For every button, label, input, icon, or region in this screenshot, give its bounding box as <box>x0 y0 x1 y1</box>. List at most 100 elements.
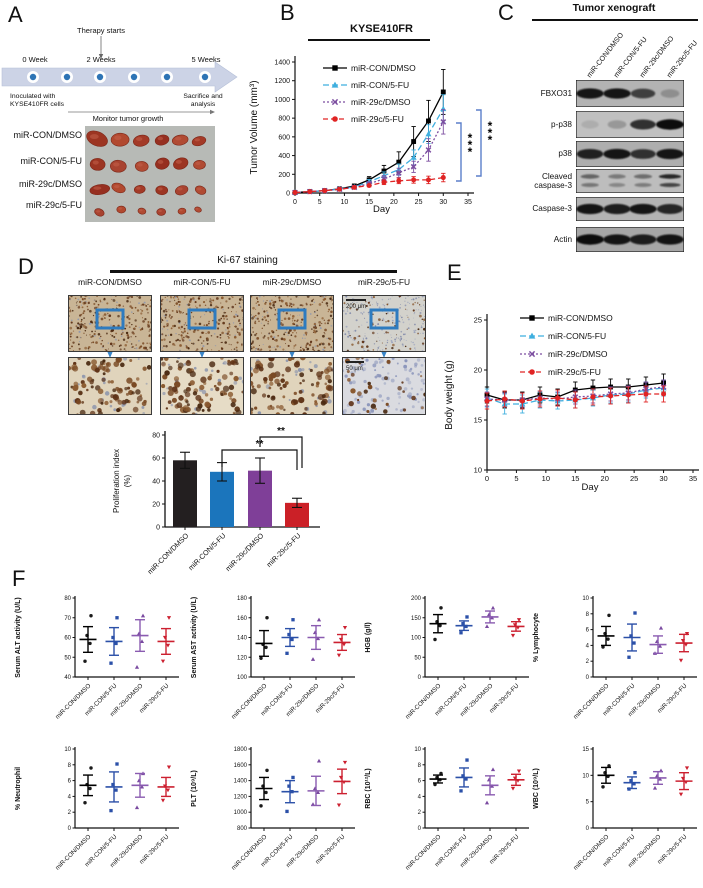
x-tick-label: 0 <box>485 474 489 483</box>
timeline-dot <box>130 73 138 81</box>
y-tick-label: 180 <box>237 596 248 602</box>
marker-circle <box>411 177 417 183</box>
scale-bar-label: 200 μm <box>346 304 366 310</box>
marker-triangle-down <box>341 642 347 647</box>
marker-triangle <box>657 776 663 781</box>
chart-title: KYSE410FR <box>350 23 413 35</box>
marker-x <box>440 119 447 125</box>
marker-circle <box>433 782 437 787</box>
y-tick-label: 40 <box>152 479 160 486</box>
y-tick-label: 60 <box>152 456 160 463</box>
ki67-image-zoom <box>250 357 334 415</box>
x-tick-label: 30 <box>659 474 667 483</box>
marker-square <box>464 777 468 781</box>
y-axis-label: RBC (10¹²/L) <box>365 768 372 808</box>
x-axis-label: Day <box>582 482 599 493</box>
marker-circle <box>88 641 92 646</box>
y-tick-label: 70 <box>64 616 71 622</box>
y-tick-label: 150 <box>411 616 422 622</box>
ki67-image-top <box>68 295 152 352</box>
ki67-image-zoom <box>68 357 152 415</box>
blot-strip-Actin <box>576 227 684 252</box>
x-tick-label: 25 <box>415 199 423 206</box>
marker-square <box>332 65 338 71</box>
y-tick-label: 1400 <box>234 779 248 785</box>
marker-square <box>109 661 113 665</box>
marker-square <box>629 634 633 638</box>
y-tick-label: 4 <box>586 643 590 649</box>
marker-square <box>381 168 387 174</box>
marker-triangle-down <box>516 618 522 622</box>
marker-triangle <box>310 657 316 661</box>
y-tick-label: 50 <box>414 655 421 661</box>
marker-square <box>632 641 636 645</box>
timeline-dot <box>29 73 37 81</box>
marker-circle <box>259 804 263 808</box>
marker-triangle <box>316 758 322 763</box>
marker-triangle-down <box>683 642 689 647</box>
scale-bar <box>346 361 364 363</box>
marker-triangle-down <box>336 803 342 808</box>
marker-circle <box>438 623 442 628</box>
panel-f-label: F <box>12 566 26 591</box>
tumor-specimen <box>156 208 167 216</box>
marker-triangle <box>652 785 658 790</box>
marker-triangle-down <box>166 616 172 620</box>
y-tick-label: 10 <box>582 596 589 602</box>
timeline-dot <box>96 73 104 81</box>
y-tick-label: 0 <box>286 191 290 198</box>
y-tick-label: 0 <box>418 826 422 832</box>
legend-label: miR-29c/DMSO <box>548 349 608 359</box>
y-tick-label: 80 <box>152 433 160 440</box>
x-tick-label: 15 <box>365 199 373 206</box>
y-tick-label: 15 <box>582 747 589 753</box>
panel-a-label: A <box>8 2 23 27</box>
marker-circle <box>264 790 268 795</box>
scale-bar <box>346 299 366 301</box>
ki67-title-underline <box>110 270 397 273</box>
tumor-row-label: miR-29c/DMSO <box>18 179 82 189</box>
marker-square <box>111 782 115 787</box>
y-tick-label: 10 <box>474 466 482 475</box>
marker-triangle <box>134 665 140 669</box>
y-tick-label: 15 <box>474 416 482 425</box>
panel-d-label: D <box>18 254 34 279</box>
marker-triangle <box>658 625 664 630</box>
tumor-specimen <box>116 205 127 214</box>
tumor-specimen <box>110 132 130 147</box>
marker-square <box>285 809 289 814</box>
legend-item: miR-29c/DMSO <box>520 349 608 359</box>
legend-item: miR-29c/5-FU <box>520 367 601 377</box>
marker-circle <box>381 179 387 185</box>
marker-circle <box>555 395 561 401</box>
legend-label: miR-29c/5-FU <box>548 367 601 377</box>
marker-square <box>291 775 295 780</box>
marker-triangle <box>490 767 496 772</box>
marker-square <box>291 618 295 622</box>
y-tick-label: 1200 <box>234 794 248 800</box>
y-tick-label: 6 <box>68 779 72 785</box>
marker-circle <box>292 190 298 196</box>
y-axis-label: Serum AST activity (U/L) <box>191 597 198 678</box>
y-axis-label: HGB (g/l) <box>365 622 372 652</box>
sacrifice-note: analysis <box>191 101 216 108</box>
ki67-image-zoom <box>160 357 244 415</box>
marker-triangle-down <box>510 786 516 791</box>
timeline-dot <box>163 73 171 81</box>
marker-circle <box>608 393 614 399</box>
marker-triangle-down <box>516 769 522 774</box>
marker-square <box>629 778 633 783</box>
y-tick-label: 100 <box>411 636 422 642</box>
y-tick-label: 1800 <box>234 747 248 753</box>
blot-row-label: Actin <box>553 234 572 244</box>
marker-circle <box>307 189 313 195</box>
x-tick-label: 25 <box>630 474 638 483</box>
marker-square <box>459 789 463 793</box>
x-category-label: miR-CON/DMSO <box>145 531 190 576</box>
y-axis-label: PLT (10⁹/L) <box>191 770 198 807</box>
marker-square <box>109 808 113 813</box>
marker-x <box>528 350 536 358</box>
